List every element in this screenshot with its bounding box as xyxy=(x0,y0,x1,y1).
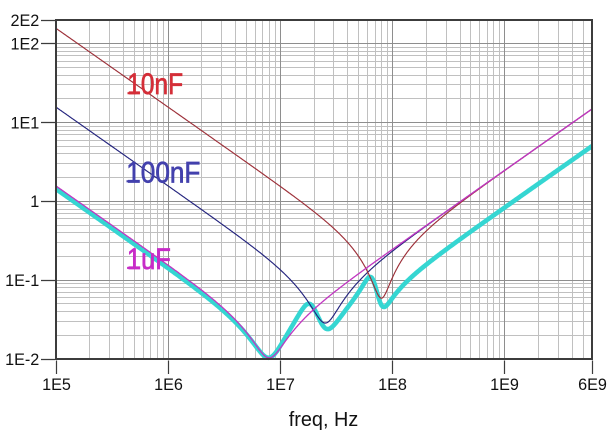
svg-text:1E9: 1E9 xyxy=(490,376,519,394)
svg-text:freq, Hz: freq, Hz xyxy=(289,408,359,431)
svg-text:1E1: 1E1 xyxy=(10,114,39,132)
svg-text:6E9: 6E9 xyxy=(578,376,607,394)
svg-text:1E2: 1E2 xyxy=(10,36,39,54)
svg-text:1: 1 xyxy=(30,193,39,211)
svg-text:1E7: 1E7 xyxy=(266,376,295,394)
svg-text:1E6: 1E6 xyxy=(154,376,183,394)
svg-text:1E-1: 1E-1 xyxy=(5,272,39,290)
svg-text:1uF: 1uF xyxy=(127,243,171,276)
svg-text:1E-2: 1E-2 xyxy=(5,351,39,369)
svg-text:1E8: 1E8 xyxy=(378,376,407,394)
svg-text:2E2: 2E2 xyxy=(10,12,39,30)
svg-text:10nF: 10nF xyxy=(127,68,183,101)
svg-text:1E5: 1E5 xyxy=(42,376,71,394)
svg-text:100nF: 100nF xyxy=(126,156,200,189)
